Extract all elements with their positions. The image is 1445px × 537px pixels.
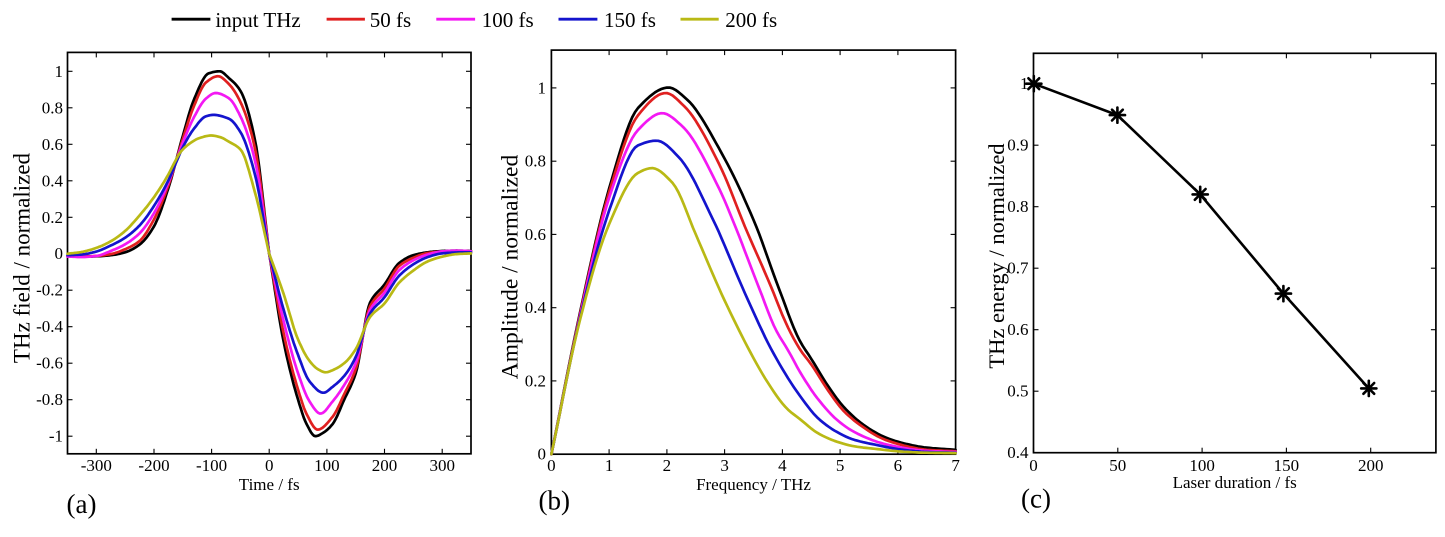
svg-text:Frequency / THz: Frequency / THz [696, 475, 811, 494]
svg-text:200 fs: 200 fs [725, 8, 777, 32]
svg-text:50: 50 [1109, 456, 1126, 475]
svg-text:(c): (c) [1021, 484, 1051, 514]
svg-text:150: 150 [1274, 456, 1300, 475]
svg-text:-1: -1 [49, 427, 63, 446]
svg-text:(b): (b) [539, 486, 570, 516]
svg-text:-200: -200 [138, 456, 169, 475]
svg-text:4: 4 [778, 456, 787, 475]
svg-text:150 fs: 150 fs [604, 8, 656, 32]
svg-text:7: 7 [951, 456, 960, 475]
svg-text:0: 0 [265, 456, 274, 475]
svg-text:Time / fs: Time / fs [239, 475, 300, 494]
svg-text:-0.4: -0.4 [36, 317, 63, 336]
svg-text:Amplitude / normalized: Amplitude / normalized [498, 155, 524, 380]
svg-text:1: 1 [605, 456, 614, 475]
svg-text:300: 300 [429, 456, 455, 475]
svg-text:0.8: 0.8 [525, 152, 546, 171]
svg-text:0.6: 0.6 [1007, 320, 1028, 339]
svg-text:6: 6 [894, 456, 903, 475]
svg-text:50 fs: 50 fs [370, 8, 411, 32]
svg-text:100: 100 [1189, 456, 1215, 475]
svg-text:3: 3 [720, 456, 729, 475]
svg-text:0.2: 0.2 [42, 208, 63, 227]
svg-text:0.8: 0.8 [1007, 197, 1028, 216]
svg-text:input THz: input THz [215, 8, 300, 32]
svg-text:1: 1 [1020, 74, 1029, 93]
svg-text:(a): (a) [67, 489, 97, 519]
svg-text:-300: -300 [81, 456, 112, 475]
svg-text:0.6: 0.6 [525, 225, 546, 244]
svg-text:0.8: 0.8 [42, 98, 63, 117]
svg-text:-0.2: -0.2 [36, 281, 63, 300]
svg-text:2: 2 [663, 456, 672, 475]
svg-text:THz field / normalized: THz field / normalized [10, 152, 35, 363]
svg-text:0.9: 0.9 [1007, 136, 1028, 155]
svg-text:0.6: 0.6 [42, 135, 63, 154]
svg-text:0.4: 0.4 [1007, 443, 1029, 462]
svg-text:0.4: 0.4 [42, 171, 64, 190]
svg-text:0: 0 [538, 445, 547, 464]
svg-text:THz energy / normalized: THz energy / normalized [984, 143, 1009, 368]
svg-text:5: 5 [836, 456, 845, 475]
svg-text:0: 0 [547, 456, 556, 475]
svg-text:0.7: 0.7 [1007, 259, 1029, 278]
svg-text:0: 0 [55, 244, 64, 263]
svg-text:0.5: 0.5 [1007, 382, 1028, 401]
svg-text:0.2: 0.2 [525, 371, 546, 390]
svg-text:-0.8: -0.8 [36, 390, 63, 409]
svg-text:-100: -100 [196, 456, 227, 475]
svg-text:1: 1 [55, 62, 64, 81]
svg-text:200: 200 [372, 456, 398, 475]
svg-text:-0.6: -0.6 [36, 354, 63, 373]
svg-text:Laser duration / fs: Laser duration / fs [1173, 473, 1297, 492]
svg-text:200: 200 [1358, 456, 1384, 475]
svg-text:1: 1 [538, 78, 547, 97]
svg-text:0.4: 0.4 [525, 298, 547, 317]
svg-text:0: 0 [1029, 456, 1038, 475]
svg-text:100 fs: 100 fs [482, 8, 534, 32]
svg-text:100: 100 [314, 456, 340, 475]
